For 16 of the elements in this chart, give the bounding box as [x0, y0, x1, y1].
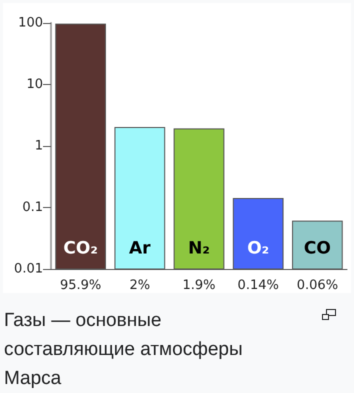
data-label: 2%: [129, 278, 150, 293]
y-tick-label: 10: [26, 77, 43, 92]
y-tick-label: 0.01: [14, 262, 43, 276]
x-tick-label: Ar: [129, 238, 152, 258]
text: Газы — основные составляющие атмосферы Марса: [4, 309, 244, 391]
x-tick-label: N₂: [188, 238, 210, 258]
data-label: 95.9%: [60, 278, 102, 293]
y-tick-label: 0.1: [22, 200, 43, 215]
x-tick-label: CO: [304, 238, 331, 258]
y-tick-label: 1: [34, 138, 43, 154]
data-label: 1.9%: [182, 278, 216, 293]
x-tick-label: O₂: [247, 238, 270, 258]
x-tick-label: CO₂: [63, 238, 98, 258]
data-label: 0.06%: [296, 278, 338, 293]
y-tick-label: 100: [18, 16, 43, 30]
data-label: 0.14%: [238, 278, 279, 293]
